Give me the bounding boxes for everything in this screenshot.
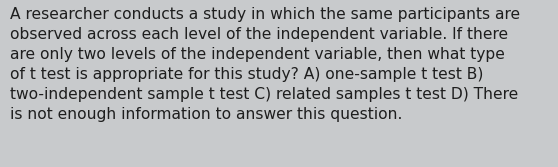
Text: A researcher conducts a study in which the same participants are
observed across: A researcher conducts a study in which t… xyxy=(10,7,520,122)
